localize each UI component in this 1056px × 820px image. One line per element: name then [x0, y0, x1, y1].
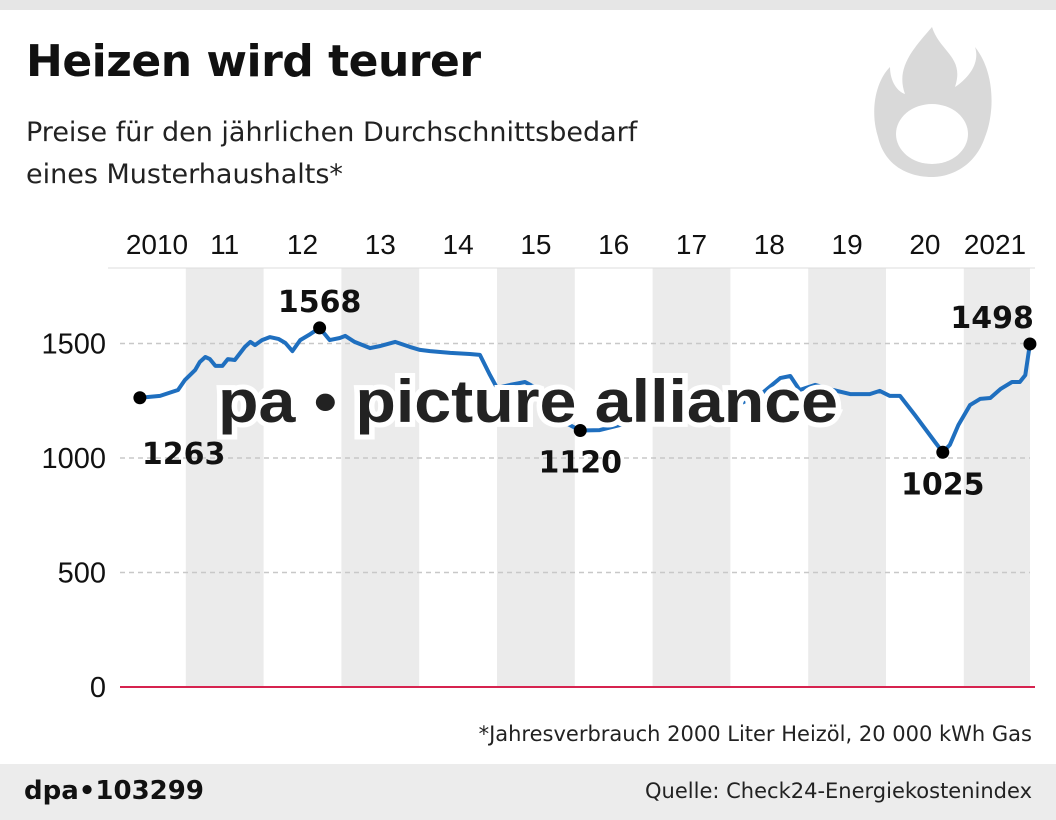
y-tick-label: 0: [90, 672, 106, 704]
year-band: [963, 268, 1030, 687]
x-tick-label: 12: [287, 229, 318, 260]
y-tick-label: 1500: [41, 329, 106, 361]
x-tick-label: 19: [832, 229, 863, 260]
year-band: [341, 268, 420, 687]
top-bar: [0, 0, 1056, 10]
x-tick-label: 20: [909, 229, 940, 260]
data-label: 1263: [142, 437, 226, 472]
data-point: [936, 445, 950, 459]
data-point: [133, 391, 147, 405]
subtitle-line-2: eines Musterhaushalts*: [26, 159, 343, 190]
source: Quelle: Check24-Energiekostenindex: [645, 779, 1032, 803]
x-tick-label: 11: [210, 229, 239, 260]
dpa-id: dpa•103299: [24, 776, 204, 806]
watermark: pa • picture alliance: [218, 368, 838, 435]
subtitle-line-1: Preise für den jährlichen Durchschnittsb…: [26, 117, 638, 148]
x-tick-label: 15: [520, 229, 551, 260]
x-tick-label: 2021: [964, 229, 1026, 260]
x-tick-label: 14: [443, 229, 474, 260]
x-tick-label: 2010: [126, 229, 188, 260]
series-line: [139, 325, 1032, 455]
year-band: [497, 268, 575, 687]
y-tick-label: 500: [58, 558, 106, 590]
data-point: [313, 321, 327, 335]
data-label: 1498: [950, 301, 1034, 336]
data-label: 1120: [538, 446, 622, 481]
data-label: 1568: [278, 285, 362, 320]
data-label: 1025: [901, 467, 985, 502]
x-tick-label: 18: [754, 229, 785, 260]
page-title: Heizen wird teurer: [26, 36, 481, 87]
data-point: [573, 424, 587, 438]
footer-bar: dpa•103299 Quelle: Check24-Energiekosten…: [0, 764, 1056, 820]
x-tick-label: 16: [598, 229, 629, 260]
footnote: *Jahresverbrauch 2000 Liter Heizöl, 20 0…: [478, 722, 1032, 746]
x-tick-label: 17: [676, 229, 707, 260]
year-band: [808, 268, 886, 687]
flame-icon: [874, 27, 992, 177]
data-point: [1023, 337, 1037, 351]
x-tick-label: 13: [365, 229, 396, 260]
year-band: [652, 268, 731, 687]
y-tick-label: 1000: [41, 443, 106, 475]
year-band: [185, 268, 264, 687]
subtitle: Preise für den jährlichen Durchschnittsb…: [26, 112, 826, 196]
